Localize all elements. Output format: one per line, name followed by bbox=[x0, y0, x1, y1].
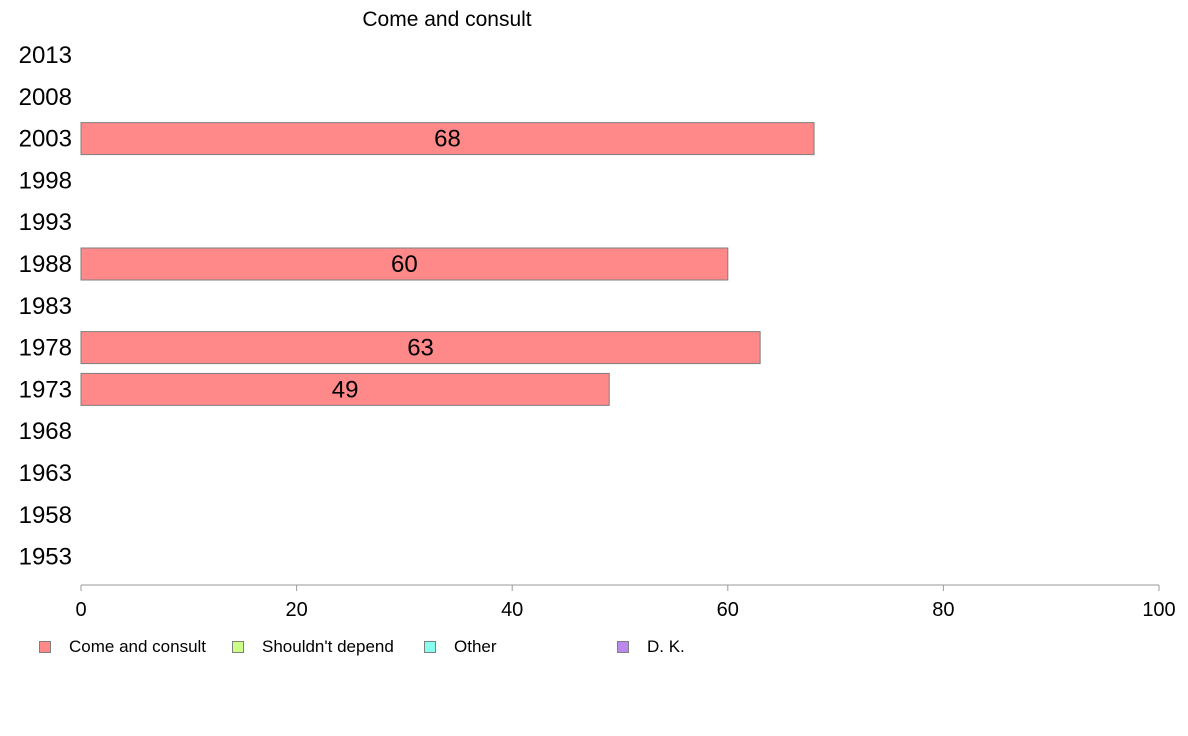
y-tick-label: 1963 bbox=[19, 460, 72, 487]
bar bbox=[80, 122, 815, 156]
legend-label: D. K. bbox=[647, 637, 685, 656]
y-tick-label: 2003 bbox=[19, 126, 72, 153]
legend-label: Other bbox=[454, 637, 497, 656]
legend-swatch bbox=[232, 641, 244, 653]
legend-swatch bbox=[617, 641, 629, 653]
y-tick-label: 1988 bbox=[19, 251, 72, 278]
legend-item-come-and-consult: Come and consult bbox=[39, 637, 206, 657]
bar-value-label: 60 bbox=[391, 251, 418, 278]
x-tick-label: 20 bbox=[285, 599, 307, 621]
y-tick-label: 1973 bbox=[19, 376, 72, 403]
legend-item-shouldnt-depend: Shouldn't depend bbox=[232, 637, 394, 657]
y-tick-label: 1978 bbox=[19, 335, 72, 362]
x-tick-label: 80 bbox=[932, 599, 954, 621]
y-tick-label: 1958 bbox=[19, 502, 72, 529]
x-tick-label: 60 bbox=[717, 599, 739, 621]
bar bbox=[80, 331, 761, 365]
legend-label: Come and consult bbox=[69, 637, 207, 656]
y-tick-label: 1993 bbox=[19, 209, 72, 236]
bar-value-label: 63 bbox=[407, 335, 434, 362]
y-tick-label: 2008 bbox=[19, 84, 72, 111]
x-tick-label: 40 bbox=[501, 599, 523, 621]
y-tick-label: 1998 bbox=[19, 167, 72, 194]
legend-label: Shouldn't depend bbox=[262, 637, 394, 656]
legend-swatch bbox=[424, 641, 436, 653]
legend: Come and consult Shouldn't depend Other … bbox=[0, 637, 1188, 661]
legend-swatch bbox=[39, 641, 51, 653]
bar-value-label: 49 bbox=[332, 376, 359, 403]
x-axis: 0 20 40 60 80 100 bbox=[75, 584, 1176, 621]
x-tick-label: 100 bbox=[1142, 599, 1175, 621]
y-tick-label: 2013 bbox=[19, 42, 72, 69]
y-tick-label: 1968 bbox=[19, 418, 72, 445]
bar-value-label: 68 bbox=[434, 126, 461, 153]
x-tick-label: 0 bbox=[75, 599, 86, 621]
y-axis-labels: 2013 2008 2003 1998 1993 1988 1983 1978 1973 1968… bbox=[19, 42, 72, 571]
bar bbox=[80, 372, 610, 406]
bar bbox=[80, 247, 729, 281]
chart-title: Come and consult bbox=[362, 8, 531, 31]
y-tick-label: 1953 bbox=[19, 544, 72, 571]
y-tick-label: 1983 bbox=[19, 293, 72, 320]
bars: 68 60 63 49 bbox=[80, 122, 815, 406]
legend-item-dk: D. K. bbox=[617, 637, 685, 657]
legend-item-other: Other bbox=[424, 637, 497, 657]
